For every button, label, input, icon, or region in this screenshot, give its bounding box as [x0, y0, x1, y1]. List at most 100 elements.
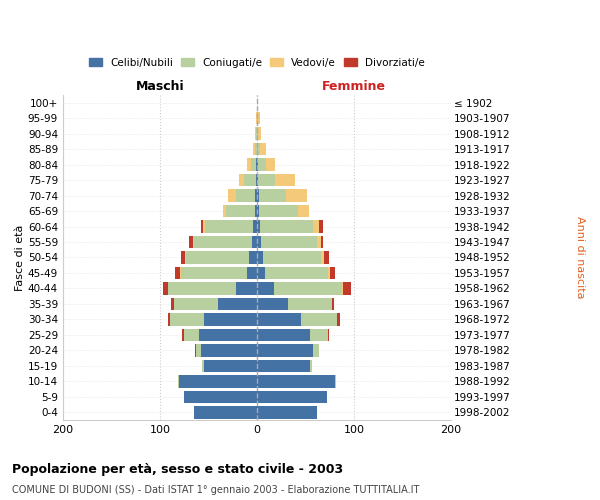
Bar	[257, 174, 258, 186]
Bar	[257, 344, 313, 357]
Bar	[185, 251, 186, 264]
Bar	[301, 313, 337, 326]
Bar	[337, 313, 340, 326]
Bar	[257, 220, 260, 233]
Bar	[313, 344, 319, 357]
Bar	[257, 282, 274, 295]
Bar	[203, 313, 257, 326]
Bar	[257, 251, 263, 264]
Bar	[170, 298, 175, 310]
Bar	[200, 344, 257, 357]
Bar	[257, 266, 265, 280]
Bar	[181, 266, 247, 280]
Bar	[255, 142, 257, 156]
Bar	[330, 266, 335, 280]
Bar	[255, 189, 257, 202]
Bar	[263, 251, 321, 264]
Bar	[275, 174, 295, 186]
Bar	[317, 236, 321, 248]
Bar	[203, 360, 257, 372]
Bar	[258, 112, 260, 124]
Bar	[256, 174, 257, 186]
Bar	[261, 236, 317, 248]
Bar	[202, 360, 203, 372]
Bar	[163, 282, 167, 295]
Text: Maschi: Maschi	[136, 80, 184, 92]
Text: Femmine: Femmine	[322, 80, 386, 92]
Bar	[251, 158, 256, 171]
Bar	[236, 282, 257, 295]
Bar	[328, 266, 330, 280]
Bar	[199, 328, 257, 342]
Bar	[182, 328, 184, 342]
Bar	[247, 158, 251, 171]
Bar	[266, 158, 275, 171]
Y-axis label: Anni di nascita: Anni di nascita	[575, 216, 585, 298]
Bar	[175, 266, 181, 280]
Bar	[257, 236, 261, 248]
Bar	[260, 142, 266, 156]
Bar	[189, 236, 193, 248]
Bar	[179, 375, 257, 388]
Bar	[178, 375, 179, 388]
Bar	[247, 266, 257, 280]
Bar	[218, 298, 257, 310]
Bar	[343, 282, 351, 295]
Bar	[257, 375, 335, 388]
Bar	[257, 328, 310, 342]
Bar	[195, 344, 196, 357]
Bar	[310, 360, 312, 372]
Bar	[194, 236, 252, 248]
Bar	[258, 127, 261, 140]
Bar	[253, 142, 255, 156]
Bar	[258, 158, 266, 171]
Bar	[186, 251, 249, 264]
Bar	[310, 328, 328, 342]
Bar	[286, 189, 307, 202]
Text: COMUNE DI BUDONI (SS) - Dati ISTAT 1° gennaio 2003 - Elaborazione TUTTITALIA.IT: COMUNE DI BUDONI (SS) - Dati ISTAT 1° ge…	[12, 485, 419, 495]
Bar	[167, 282, 236, 295]
Bar	[244, 174, 256, 186]
Bar	[226, 204, 255, 218]
Bar	[175, 298, 218, 310]
Bar	[167, 313, 170, 326]
Text: Popolazione per età, sesso e stato civile - 2003: Popolazione per età, sesso e stato civil…	[12, 462, 343, 475]
Bar	[324, 251, 329, 264]
Bar	[257, 127, 258, 140]
Bar	[252, 236, 257, 248]
Bar	[256, 127, 257, 140]
Bar	[260, 220, 313, 233]
Bar	[253, 220, 257, 233]
Bar	[257, 313, 301, 326]
Bar	[274, 282, 343, 295]
Bar	[239, 174, 244, 186]
Bar	[257, 158, 258, 171]
Bar	[193, 236, 194, 248]
Bar	[319, 220, 323, 233]
Bar	[184, 328, 199, 342]
Bar	[332, 298, 334, 310]
Bar	[259, 189, 286, 202]
Bar	[256, 112, 257, 124]
Bar	[181, 251, 185, 264]
Bar	[328, 328, 329, 342]
Bar	[257, 204, 259, 218]
Bar	[203, 220, 205, 233]
Bar	[257, 189, 259, 202]
Bar	[196, 344, 200, 357]
Bar	[259, 204, 298, 218]
Bar	[257, 390, 327, 404]
Bar	[228, 189, 236, 202]
Bar	[255, 127, 256, 140]
Bar	[249, 251, 257, 264]
Bar	[321, 236, 323, 248]
Bar	[257, 112, 258, 124]
Bar	[257, 406, 317, 418]
Bar	[265, 266, 328, 280]
Legend: Celibi/Nubili, Coniugati/e, Vedovi/e, Divorziati/e: Celibi/Nubili, Coniugati/e, Vedovi/e, Di…	[89, 58, 425, 68]
Bar	[200, 220, 203, 233]
Bar	[313, 220, 319, 233]
Bar	[256, 158, 257, 171]
Y-axis label: Fasce di età: Fasce di età	[15, 224, 25, 290]
Bar	[236, 189, 255, 202]
